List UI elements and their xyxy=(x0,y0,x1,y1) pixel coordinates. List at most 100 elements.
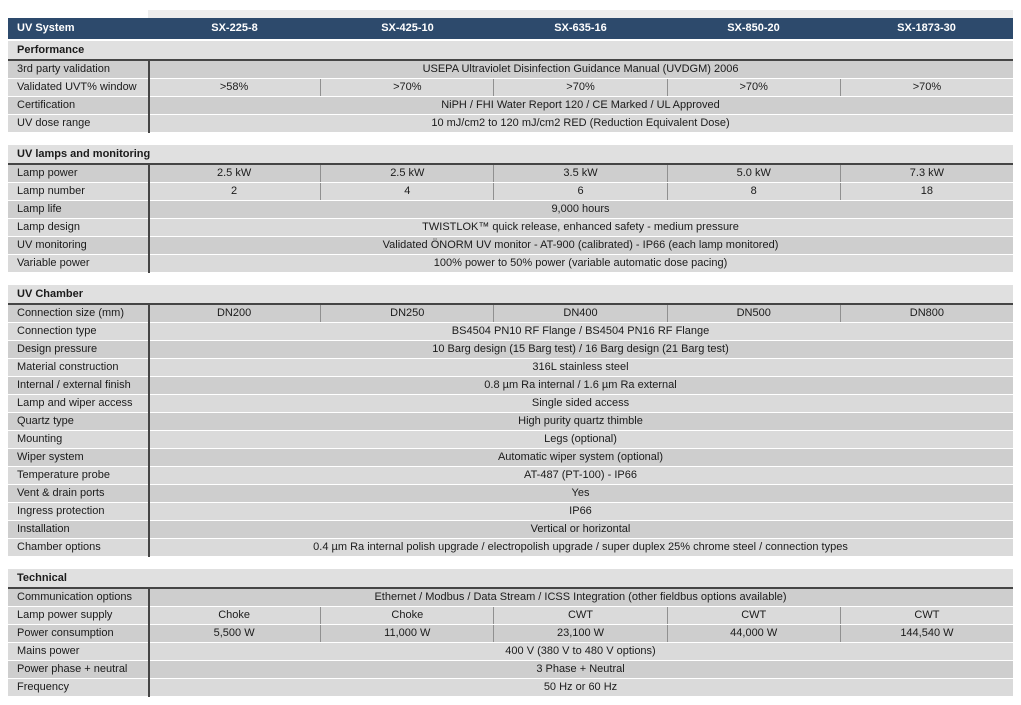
header-col-sx-635-16: SX-635-16 xyxy=(554,22,607,34)
section-title: UV Chamber xyxy=(8,285,1013,303)
row-label: Lamp number xyxy=(17,185,85,197)
row-label: Lamp power xyxy=(17,167,78,179)
row-label: Temperature probe xyxy=(17,469,110,481)
table-cell: 8 xyxy=(666,183,840,200)
section-rule xyxy=(8,303,1013,305)
table-cell: Choke xyxy=(218,609,250,621)
table-cell: 11,000 W xyxy=(320,625,493,642)
row-span-value: Validated ÖNORM UV monitor - AT-900 (cal… xyxy=(382,239,779,251)
table-row-lamp-power-supply: Lamp power supply Choke Choke CWT CWT CWT xyxy=(8,607,1013,625)
table-cell: 44,000 W xyxy=(666,625,840,642)
section-title: Performance xyxy=(8,41,1013,59)
row-label: Frequency xyxy=(17,681,69,693)
table-row-material-construction: Material construction 316L stainless ste… xyxy=(8,359,1013,377)
row-cells: 2.5 kW 2.5 kW 3.5 kW 5.0 kW 7.3 kW xyxy=(148,165,1013,182)
table-row-ingress-protection: Ingress protection IP66 xyxy=(8,503,1013,521)
row-span-value: Legs (optional) xyxy=(544,433,617,445)
header-col-sx-425-10: SX-425-10 xyxy=(381,22,434,34)
table-row-chamber-options: Chamber options 0.4 µm Ra internal polis… xyxy=(8,539,1013,557)
row-span-value: 0.4 µm Ra internal polish upgrade / elec… xyxy=(313,541,848,553)
table-row-validated-uvt-window: Validated UVT% window >58% >70% >70% >70% >7… xyxy=(8,79,1013,97)
row-label: Certification xyxy=(17,99,76,111)
table-cell: >58% xyxy=(219,81,249,93)
row-span-value: IP66 xyxy=(569,505,592,517)
table-cell: DN800 xyxy=(839,305,1013,322)
table-cell: 7.3 kW xyxy=(839,165,1013,182)
row-label: Ingress protection xyxy=(17,505,105,517)
row-span-value: 0.8 µm Ra internal / 1.6 µm Ra external xyxy=(484,379,677,391)
table-cell: CWT xyxy=(493,607,666,624)
table-row-lamp-and-wiper-access: Lamp and wiper access Single sided acces… xyxy=(8,395,1013,413)
table-row-mains-power: Mains power 400 V (380 V to 480 V option… xyxy=(8,643,1013,661)
table-row-variable-power: Variable power 100% power to 50% power (… xyxy=(8,255,1013,273)
row-cells: >58% >70% >70% >70% >70% xyxy=(148,79,1013,96)
table-row-certification: Certification NiPH / FHI Water Report 12… xyxy=(8,97,1013,115)
row-label: UV monitoring xyxy=(17,239,87,251)
table-cell: >70% xyxy=(666,79,840,96)
table-cell: Choke xyxy=(320,607,493,624)
section-title: UV lamps and monitoring xyxy=(8,145,1013,163)
table-cell: 2.5 kW xyxy=(320,165,493,182)
row-span-value: 3 Phase + Neutral xyxy=(536,663,625,675)
table-row-frequency: Frequency 50 Hz or 60 Hz xyxy=(8,679,1013,697)
table-row-3rd-party-validation: 3rd party validation USEPA Ultraviolet D… xyxy=(8,61,1013,79)
row-span-value: Yes xyxy=(571,487,590,499)
row-label: Installation xyxy=(17,523,70,535)
table-cell: 6 xyxy=(493,183,666,200)
row-label: Lamp life xyxy=(17,203,62,215)
section-uv-lamps-and-monitoring: UV lamps and monitoring Lamp power 2.5 k… xyxy=(8,145,1013,273)
table-row-lamp-number: Lamp number 2 4 6 8 18 xyxy=(8,183,1013,201)
section-body: Lamp power 2.5 kW 2.5 kW 3.5 kW 5.0 kW 7.3 k… xyxy=(8,165,1013,273)
table-row-lamp-life: Lamp life 9,000 hours xyxy=(8,201,1013,219)
table-cell: 144,540 W xyxy=(839,625,1013,642)
table-cell: 5,500 W xyxy=(213,627,255,639)
row-label: Communication options xyxy=(17,591,132,603)
row-span-value: Vertical or horizontal xyxy=(530,523,631,535)
row-label: UV dose range xyxy=(17,117,91,129)
row-span-value: USEPA Ultraviolet Disinfection Guidance … xyxy=(422,63,739,75)
table-header: UV System SX-225-8 SX-425-10 SX-635-16 SX-8… xyxy=(8,18,1013,39)
table-cell: 3.5 kW xyxy=(493,165,666,182)
table-row-temperature-probe: Temperature probe AT-487 (PT-100) - IP66 xyxy=(8,467,1013,485)
section-uv-chamber: UV Chamber Connection size (mm) DN200 DN2… xyxy=(8,285,1013,557)
row-label: Connection type xyxy=(17,325,97,337)
table-cell: 18 xyxy=(839,183,1013,200)
table-row-internal-external-finish: Internal / external finish 0.8 µm Ra int… xyxy=(8,377,1013,395)
table-row-uv-monitoring: UV monitoring Validated ÖNORM UV monitor… xyxy=(8,237,1013,255)
row-label: Variable power xyxy=(17,257,90,269)
row-label: Material construction xyxy=(17,361,119,373)
row-label: Lamp design xyxy=(17,221,80,233)
section-body: 3rd party validation USEPA Ultraviolet D… xyxy=(8,61,1013,133)
top-strip xyxy=(148,10,1013,18)
row-label: Power phase + neutral xyxy=(17,663,128,675)
row-cells: 5,500 W 11,000 W 23,100 W 44,000 W 144,540 W xyxy=(148,625,1013,642)
row-label: Lamp and wiper access xyxy=(17,397,133,409)
table-cell: 2 xyxy=(231,185,238,197)
row-span-value: 400 V (380 V to 480 V options) xyxy=(505,645,656,657)
row-label: Connection size (mm) xyxy=(17,307,124,319)
header-col-sx-1873-30: SX-1873-30 xyxy=(897,22,956,34)
row-label: Chamber options xyxy=(17,541,101,553)
table-cell: CWT xyxy=(666,607,840,624)
row-label: Lamp power supply xyxy=(17,609,113,621)
row-span-value: Ethernet / Modbus / Data Stream / ICSS I… xyxy=(374,591,787,603)
table-row-wiper-system: Wiper system Automatic wiper system (opt… xyxy=(8,449,1013,467)
row-cells: 2 4 6 8 18 xyxy=(148,183,1013,200)
row-span-value: 316L stainless steel xyxy=(532,361,629,373)
table-row-vent-drain-ports: Vent & drain ports Yes xyxy=(8,485,1013,503)
row-span-value: NiPH / FHI Water Report 120 / CE Marked … xyxy=(441,99,720,111)
table-cell: DN250 xyxy=(320,305,493,322)
row-label: Quartz type xyxy=(17,415,74,427)
table-cell: DN400 xyxy=(493,305,666,322)
header-uv-system: UV System xyxy=(17,22,75,34)
table-row-power-consumption: Power consumption 5,500 W 11,000 W 23,100 … xyxy=(8,625,1013,643)
table-row-lamp-design: Lamp design TWISTLOK™ quick release, enh… xyxy=(8,219,1013,237)
section-rule xyxy=(8,163,1013,165)
table-cell: >70% xyxy=(320,79,493,96)
row-label: Internal / external finish xyxy=(17,379,131,391)
table-row-quartz-type: Quartz type High purity quartz thimble xyxy=(8,413,1013,431)
row-label: 3rd party validation xyxy=(17,63,110,75)
row-span-value: 10 Barg design (15 Barg test) / 16 Barg … xyxy=(432,343,729,355)
row-span-value: 9,000 hours xyxy=(551,203,610,215)
table-cell: >70% xyxy=(493,79,666,96)
